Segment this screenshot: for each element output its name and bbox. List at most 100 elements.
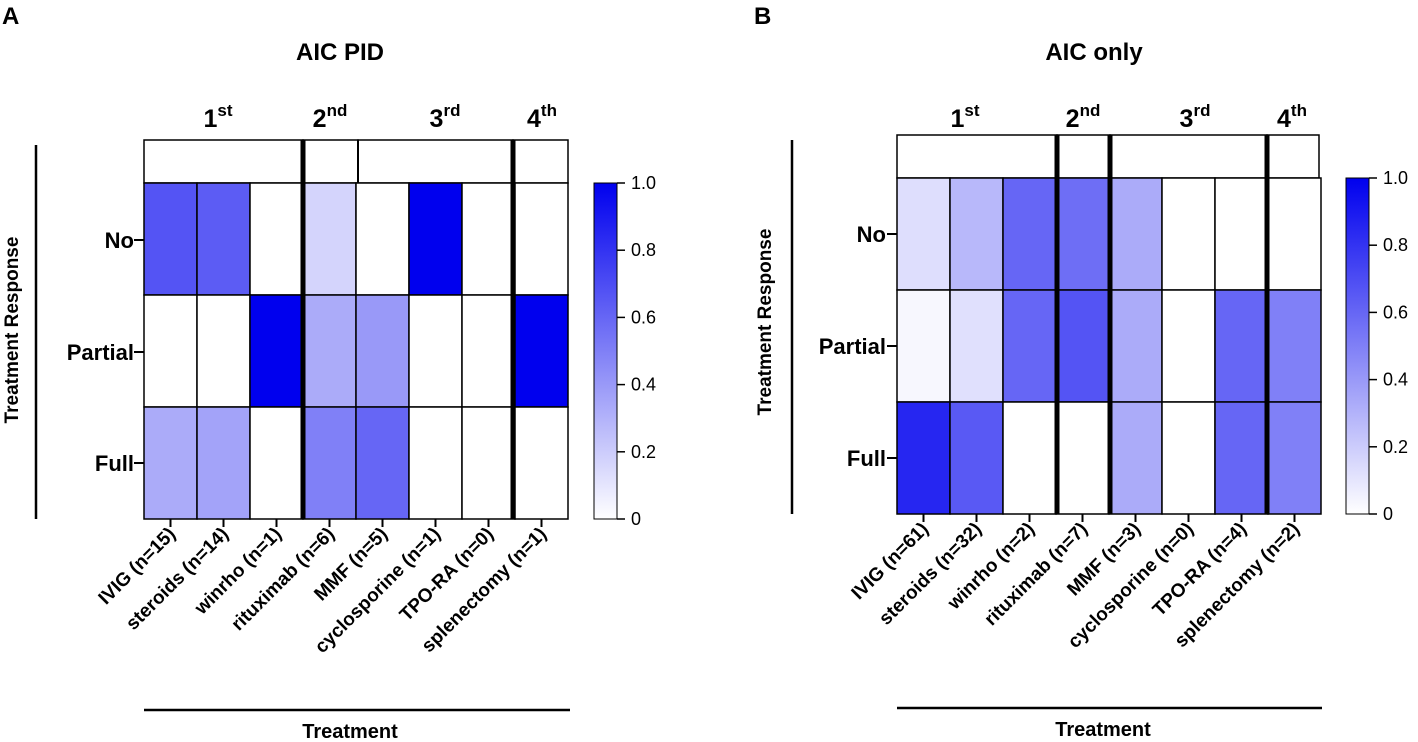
panel-b-cell-partial-3 — [1055, 289, 1110, 403]
panel-a-colorbar-tick-label: 0 — [631, 509, 641, 529]
panel-a-cell-full-2 — [249, 406, 304, 520]
panel-b-column-label: TPO-RA (n=4) — [1149, 519, 1251, 621]
panel-a-row-label-no: No — [105, 228, 134, 253]
panel-b-cell-full-7 — [1267, 401, 1322, 515]
panel-a-row-label-full: Full — [95, 451, 134, 476]
panel-a-colorbar-tick-label: 1.0 — [631, 173, 656, 193]
panel-b-cell-no-2 — [1002, 177, 1057, 291]
panel-a-line-4th: 4th — [527, 101, 557, 133]
panel-b-x-axis-label: Treatment — [1055, 719, 1151, 741]
panel-b-title: AIC only — [1045, 39, 1143, 66]
panel-b-cell-full-4 — [1108, 401, 1163, 515]
panel-b-colorbar-ticks: 0 0.2 0.4 0.6 0.8 1.0 — [1369, 168, 1408, 524]
panel-b-cell-full-2 — [1002, 401, 1057, 515]
panel-a-cell-full-0 — [143, 406, 198, 520]
panel-a-colorbar-tick-label: 0.4 — [631, 375, 656, 395]
panel-a-cell-no-2 — [249, 182, 304, 296]
panel-b-colorbar-tick-label: 0.4 — [1383, 370, 1408, 390]
panel-b-cell-full-1 — [949, 401, 1004, 515]
panel-a-line-2nd: 2nd — [313, 101, 348, 133]
panel-a-colorbar-tick-label: 0.8 — [631, 240, 656, 260]
panel-a-x-axis-label: Treatment — [302, 721, 398, 742]
panel-b-group-box-4th — [1266, 134, 1320, 179]
panel-a-colorbar — [593, 182, 618, 520]
panel-b-cell-no-3 — [1055, 177, 1110, 291]
panel-a-cell-full-1 — [196, 406, 251, 520]
panel-a-column-labels: IVIG (n=15)steroids (n=14)winrho (n=1)ri… — [95, 519, 551, 658]
panel-b-row-label-full: Full — [847, 446, 886, 471]
panel-b-cell-full-5 — [1161, 401, 1216, 515]
panel-a-cell-full-5 — [408, 406, 463, 520]
panel-a-title: AIC PID — [296, 39, 384, 66]
panel-a-cell-no-0 — [143, 182, 198, 296]
panel-a-cell-partial-7 — [514, 294, 569, 408]
panel-b-heatmap: B AIC only 1st 2nd 3rd 4th Treatment Res… — [754, 3, 1408, 741]
panel-a-cell-no-5 — [408, 182, 463, 296]
panel-b-cell-full-3 — [1055, 401, 1110, 515]
panel-b-colorbar-tick-label: 0.2 — [1383, 437, 1408, 457]
panel-a-cell-partial-1 — [196, 294, 251, 408]
panel-b-row-label-partial: Partial — [819, 334, 886, 359]
panel-a-letter: A — [2, 3, 19, 30]
panel-a-cell-no-4 — [355, 182, 410, 296]
panel-b-cell-full-0 — [896, 401, 951, 515]
panel-a-line-1st: 1st — [203, 101, 232, 133]
panel-a-cell-partial-5 — [408, 294, 463, 408]
panel-a-row-label-partial: Partial — [67, 340, 134, 365]
panel-b-colorbar-tick-label: 1.0 — [1383, 168, 1408, 188]
panel-b-cell-no-5 — [1161, 177, 1216, 291]
panel-b-cell-no-1 — [949, 177, 1004, 291]
panel-b-cell-no-6 — [1214, 177, 1269, 291]
panel-b-y-axis-label: Treatment Response — [755, 229, 776, 416]
panel-a-cell-partial-0 — [143, 294, 198, 408]
panel-a-cell-partial-2 — [249, 294, 304, 408]
panel-a-group-box-2nd — [302, 139, 359, 184]
panel-b-letter: B — [754, 3, 771, 30]
panel-b-cell-partial-7 — [1267, 289, 1322, 403]
panel-a-group-box-3rd — [357, 139, 514, 184]
panel-b-group-box-2nd — [1056, 134, 1111, 179]
panel-a-cell-full-3 — [302, 406, 357, 520]
panel-a-cells — [143, 182, 569, 520]
panel-a-cell-no-3 — [302, 182, 357, 296]
panel-b-line-3rd: 3rd — [1180, 101, 1211, 133]
panel-b-cell-no-4 — [1108, 177, 1163, 291]
panel-a-cell-partial-6 — [461, 294, 516, 408]
panel-a-colorbar-ticks: 0 0.2 0.4 0.6 0.8 1.0 — [617, 173, 656, 529]
panel-b-cell-partial-1 — [949, 289, 1004, 403]
panel-a-group-box-1st — [143, 139, 304, 184]
panel-a-cell-no-6 — [461, 182, 516, 296]
panel-a-column-label: TPO-RA (n=0) — [396, 524, 498, 626]
panel-a-colorbar-tick-label: 0.2 — [631, 442, 656, 462]
panel-b-cell-partial-5 — [1161, 289, 1216, 403]
panel-b-line-2nd: 2nd — [1066, 101, 1101, 133]
panel-b-colorbar-tick-label: 0.8 — [1383, 235, 1408, 255]
panel-b-group-box-3rd — [1109, 134, 1268, 179]
panel-b-cell-no-7 — [1267, 177, 1322, 291]
panel-b-cell-partial-2 — [1002, 289, 1057, 403]
panel-b-cell-partial-6 — [1214, 289, 1269, 403]
panel-b-line-1st: 1st — [950, 101, 979, 133]
panel-b-group-box-1st — [896, 134, 1058, 179]
panel-a-cell-no-7 — [514, 182, 569, 296]
panel-b-column-labels: IVIG (n=61)steroids (n=32)winrho (n=2)ri… — [848, 514, 1304, 653]
panel-b-row-label-no: No — [857, 222, 886, 247]
panel-a-cell-partial-3 — [302, 294, 357, 408]
panel-a-cell-full-4 — [355, 406, 410, 520]
panel-b-colorbar-tick-label: 0 — [1383, 504, 1393, 524]
panel-a-y-axis-label: Treatment Response — [2, 237, 23, 424]
panel-b-colorbar-tick-label: 0.6 — [1383, 302, 1408, 322]
panel-b-cell-partial-4 — [1108, 289, 1163, 403]
panel-a-colorbar-tick-label: 0.6 — [631, 307, 656, 327]
panel-a-group-box-4th — [512, 139, 569, 184]
panel-b-colorbar — [1345, 177, 1370, 515]
panel-a-cell-no-1 — [196, 182, 251, 296]
panel-a-cell-partial-4 — [355, 294, 410, 408]
panel-a-cell-full-6 — [461, 406, 516, 520]
panel-a-heatmap: A AIC PID 1st 2nd 3rd 4th Treatment Resp… — [2, 3, 656, 742]
panel-b-line-4th: 4th — [1277, 101, 1307, 133]
panel-a-line-3rd: 3rd — [430, 101, 461, 133]
panel-b-cell-partial-0 — [896, 289, 951, 403]
panel-a-cell-full-7 — [514, 406, 569, 520]
